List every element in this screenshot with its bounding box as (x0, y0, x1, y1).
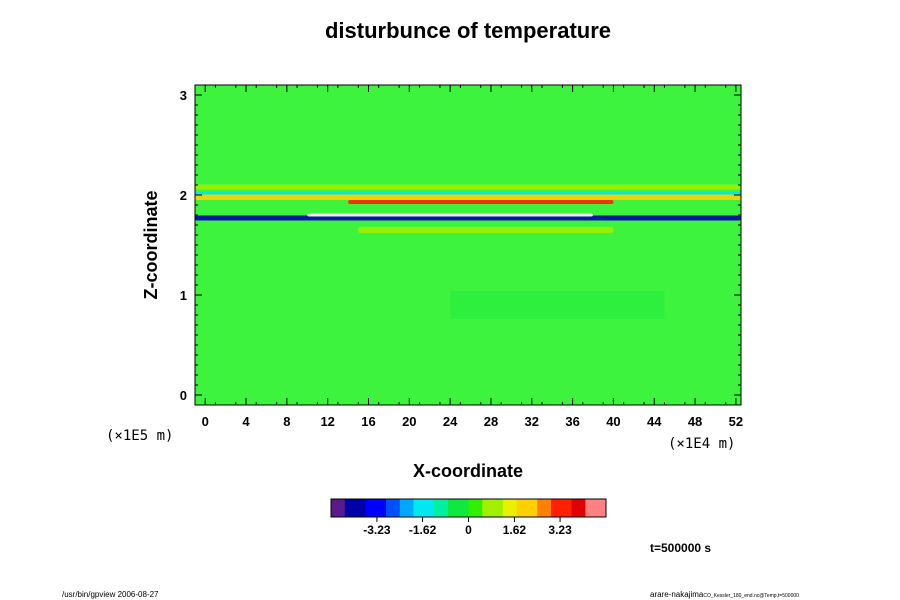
heatmap-band-4 (195, 215, 741, 221)
x-axis-label: X-coordinate (413, 461, 523, 481)
y-tick-label-2: 2 (180, 188, 187, 203)
colorbar-cell (482, 499, 490, 517)
x-tick-label-7: 28 (484, 414, 498, 429)
x-tick-label-4: 16 (361, 414, 375, 429)
colorbar-cell (392, 499, 401, 517)
colorbar-cell (454, 499, 463, 517)
colorbar-cell (544, 499, 552, 517)
colorbar-cell (427, 499, 435, 517)
colorbar-cell (571, 499, 579, 517)
x-tick-label-0: 0 (202, 414, 209, 429)
time-label: t=500000 s (650, 541, 711, 555)
colorbar-cell (475, 499, 483, 517)
colorbar-cell (537, 499, 545, 517)
heatmap-band-3 (195, 191, 741, 195)
heatmap-band-1 (195, 194, 741, 200)
y-ticks: 0 1 2 3 (180, 88, 741, 403)
heatmap-band-6 (358, 227, 614, 233)
colorbar-cell (365, 499, 373, 517)
colorbar-cell (351, 499, 359, 517)
colorbar-tick-label-2: 0 (465, 523, 472, 537)
colorbar: -3.23 -1.62 0 1.62 3.23 (330, 498, 607, 537)
footer-right-small: CO_Kessler_180_end.nc@Temp,t=500000 (703, 593, 799, 599)
colorbar-cell (461, 499, 469, 517)
colorbar-cell (434, 499, 442, 517)
colorbar-cell (489, 499, 497, 517)
heatmap-bands (195, 184, 741, 319)
colorbar-cell (447, 499, 456, 517)
colorbar-tick-label-1: -1.62 (409, 523, 437, 537)
colorbar-cell (551, 499, 559, 517)
colorbar-cell (592, 499, 600, 517)
colorbar-cell (399, 499, 408, 517)
colorbar-cell (516, 499, 524, 517)
x-tick-label-2: 8 (283, 414, 290, 429)
colorbar-cell (420, 499, 428, 517)
colorbar-cell (496, 499, 504, 517)
y-tick-label-3: 3 (180, 88, 187, 103)
colorbar-cell (523, 499, 531, 517)
colorbar-cell (379, 499, 387, 517)
colorbar-tick-label-3: 1.62 (503, 523, 527, 537)
colorbar-cell (406, 499, 414, 517)
x-ticks: 0 4 8 12 16 20 24 28 32 36 40 44 48 52 (202, 85, 743, 429)
x-tick-label-1: 4 (242, 414, 250, 429)
y-tick-label-0: 0 (180, 388, 187, 403)
x-tick-label-8: 32 (525, 414, 539, 429)
colorbar-cell (578, 499, 586, 517)
footer-left: /usr/bin/gpview 2006-08-27 (62, 590, 159, 599)
x-tick-label-13: 52 (729, 414, 743, 429)
colorbar-gradient (331, 499, 607, 517)
colorbar-cell (502, 499, 511, 517)
colorbar-cell (358, 499, 366, 517)
heatmap-band-0 (195, 184, 741, 190)
colorbar-cell (386, 499, 394, 517)
colorbar-tick-label-4: 3.23 (548, 523, 572, 537)
x-tick-label-10: 40 (606, 414, 620, 429)
x-unit-label: (×1E4 m) (668, 436, 735, 452)
colorbar-cell (468, 499, 476, 517)
plot-background (195, 85, 741, 405)
colorbar-cell (337, 499, 346, 517)
colorbar-cell (509, 499, 518, 517)
x-tick-label-3: 12 (320, 414, 334, 429)
y-tick-label-1: 1 (180, 288, 187, 303)
footer-right-main: arare-nakajima (650, 590, 704, 599)
colorbar-ticks: -3.23 -1.62 0 1.62 3.23 (363, 517, 572, 537)
heatmap-band-7 (450, 291, 665, 319)
heatmap-band-2 (348, 200, 614, 204)
colorbar-cell (557, 499, 566, 517)
z-unit-label: (×1E5 m) (106, 428, 173, 444)
colorbar-cell (564, 499, 573, 517)
colorbar-cell (344, 499, 353, 517)
x-tick-label-5: 20 (402, 414, 416, 429)
colorbar-cell (372, 499, 380, 517)
x-tick-label-11: 44 (647, 414, 662, 429)
colorbar-cell (585, 499, 593, 517)
heatmap-band-5 (307, 213, 594, 217)
x-tick-label-9: 36 (565, 414, 579, 429)
colorbar-cell (441, 499, 449, 517)
colorbar-cell (331, 499, 339, 517)
chart-title: disturbunce of temperature (325, 18, 611, 43)
colorbar-cell (530, 499, 538, 517)
colorbar-cell (413, 499, 421, 517)
colorbar-cell (599, 499, 607, 517)
x-tick-label-6: 24 (443, 414, 458, 429)
footer-right: arare-nakajimaCO_Kessler_180_end.nc@Temp… (650, 590, 799, 599)
y-axis-label: Z-coordinate (141, 190, 161, 299)
colorbar-tick-label-0: -3.23 (363, 523, 391, 537)
x-tick-label-12: 48 (688, 414, 702, 429)
